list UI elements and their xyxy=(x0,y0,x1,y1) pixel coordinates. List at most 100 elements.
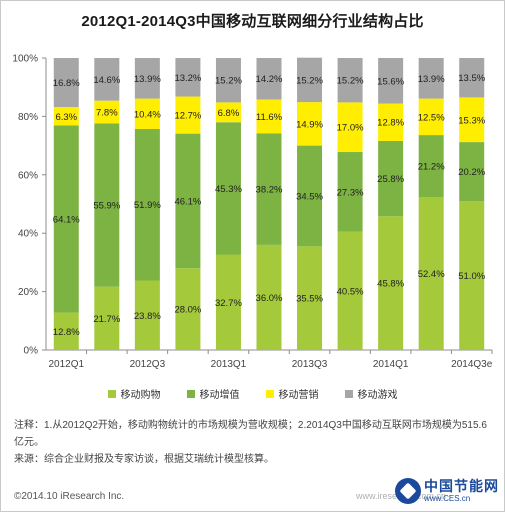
bar-segment xyxy=(175,58,201,97)
bar-segment xyxy=(378,216,404,350)
legend-item: 移动游戏 xyxy=(344,386,398,401)
site-logo: 中国节能网 www.CES.cn xyxy=(395,478,499,504)
data-label: 7.8% xyxy=(96,108,118,119)
bar-segment xyxy=(418,196,444,350)
data-label: 15.2% xyxy=(337,76,364,87)
legend-label: 移动游戏 xyxy=(357,390,398,401)
x-tick-label: 2012Q3 xyxy=(130,359,166,370)
data-label: 15.6% xyxy=(377,76,404,87)
data-label: 40.5% xyxy=(337,286,364,297)
logo-emblem-icon xyxy=(395,478,421,504)
bar-segment xyxy=(175,133,201,269)
source-line: 来源：综合企业财报及专家访谈，根据艾瑞统计模型核算。 xyxy=(14,454,274,465)
bar-segment xyxy=(337,152,363,232)
data-label: 13.9% xyxy=(134,74,161,85)
bar-segment xyxy=(215,102,241,123)
legend-swatch xyxy=(344,389,353,398)
data-label: 15.2% xyxy=(215,76,242,87)
logo-url: www.CES.cn xyxy=(424,494,471,503)
legend-item: 移动购物 xyxy=(107,386,161,401)
data-label: 51.0% xyxy=(458,271,485,282)
bar-segment xyxy=(337,231,363,350)
bar-segment xyxy=(134,98,160,129)
y-tick-label: 80% xyxy=(18,112,38,123)
data-label: 12.7% xyxy=(174,111,201,122)
bar-segment xyxy=(53,58,79,108)
bar-segment xyxy=(418,58,444,99)
data-label: 12.5% xyxy=(418,112,445,123)
data-label: 20.2% xyxy=(458,167,485,178)
y-tick-label: 40% xyxy=(18,229,38,240)
chart-legend: 移动购物 移动增值 移动营销 移动游戏 xyxy=(0,386,505,401)
legend-item: 移动营销 xyxy=(265,386,319,401)
data-label: 17.0% xyxy=(337,123,364,134)
bar-segment xyxy=(53,125,79,313)
data-label: 64.1% xyxy=(53,215,80,226)
data-label: 10.4% xyxy=(134,109,161,120)
bar-segment xyxy=(297,57,323,103)
x-tick-label: 2013Q1 xyxy=(211,359,247,370)
x-tick-label: 2013Q3 xyxy=(292,359,328,370)
data-label: 6.8% xyxy=(218,108,240,119)
data-label: 35.5% xyxy=(296,294,323,305)
data-label: 51.9% xyxy=(134,200,161,211)
y-tick-label: 100% xyxy=(12,54,38,65)
bar-segment xyxy=(418,135,444,197)
data-label: 45.3% xyxy=(215,184,242,195)
bar-segment xyxy=(459,58,485,98)
legend-swatch xyxy=(186,389,195,398)
bar-segment xyxy=(459,142,485,202)
data-label: 13.9% xyxy=(418,74,445,85)
bar-segment xyxy=(256,244,282,350)
bar-segment xyxy=(94,100,120,124)
bar-segment xyxy=(418,98,444,136)
data-label: 12.8% xyxy=(377,118,404,129)
data-label: 28.0% xyxy=(174,305,201,316)
bar-segment xyxy=(256,99,282,134)
data-label: 45.8% xyxy=(377,279,404,290)
data-label: 13.2% xyxy=(174,73,201,84)
stacked-bar-chart: 0% 20% 40% 60% 80% 100% 12.8% 64.1% 6.3% 16.8% 201… xyxy=(12,54,493,371)
bar-segment xyxy=(175,96,201,134)
bar-segment xyxy=(256,58,282,100)
data-label: 15.2% xyxy=(296,75,323,86)
logo-name: 中国节能网 xyxy=(424,478,499,494)
bar-segment xyxy=(297,246,323,350)
data-label: 25.8% xyxy=(377,174,404,185)
copyright-text: ©2014.10 iResearch Inc. xyxy=(14,491,125,502)
note-line: 注释：1.从2012Q2开始，移动购物统计的市场规模为营收规模；2.2014Q3… xyxy=(14,420,487,448)
legend-item: 移动增值 xyxy=(186,386,240,401)
data-label: 13.5% xyxy=(458,73,485,84)
data-label: 15.3% xyxy=(458,115,485,126)
data-label: 14.2% xyxy=(256,74,283,85)
bar-segment xyxy=(378,140,404,217)
bar-segment xyxy=(297,145,323,247)
bar-segment xyxy=(53,107,79,126)
x-tick-label: 2014Q3e xyxy=(451,359,493,370)
data-label: 23.8% xyxy=(134,311,161,322)
chart-notes: 注释：1.从2012Q2开始，移动购物统计的市场规模为营收规模；2.2014Q3… xyxy=(14,417,494,468)
data-label: 34.5% xyxy=(296,191,323,202)
y-tick-label: 20% xyxy=(18,287,38,298)
bar-segment xyxy=(94,58,120,101)
x-tick-label: 2012Q1 xyxy=(48,359,84,370)
bar-segment xyxy=(378,103,404,141)
data-label: 52.4% xyxy=(418,269,445,280)
data-label: 14.6% xyxy=(93,75,120,86)
chart-title: 2012Q1-2014Q3中国移动互联网细分行业结构占比 xyxy=(81,13,424,30)
bar-segment xyxy=(53,312,79,350)
legend-swatch xyxy=(107,389,116,398)
bar-segment xyxy=(459,97,485,143)
bar-segment xyxy=(378,58,404,104)
data-label: 21.2% xyxy=(418,162,445,173)
data-label: 12.8% xyxy=(53,327,80,338)
bar-segment xyxy=(337,58,363,103)
legend-swatch xyxy=(265,389,274,398)
bar-segment xyxy=(134,58,160,99)
bar-segment xyxy=(337,102,363,153)
bar-segment xyxy=(215,122,241,255)
bar-segment xyxy=(134,280,160,350)
x-tick-label: 2014Q1 xyxy=(373,359,409,370)
data-label: 38.2% xyxy=(256,185,283,196)
bar-segment xyxy=(256,133,282,245)
